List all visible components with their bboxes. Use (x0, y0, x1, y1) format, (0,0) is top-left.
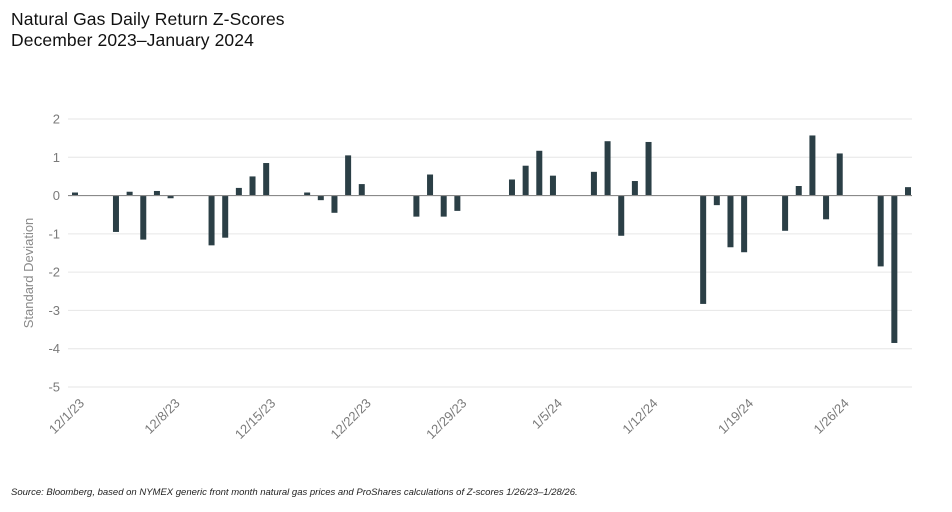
y-tick-label: -1 (48, 226, 60, 241)
bar (741, 195, 748, 253)
bar (590, 171, 597, 196)
y-tick-label: 2 (53, 112, 60, 127)
bar (140, 195, 147, 240)
bar (208, 195, 215, 246)
bar (536, 150, 543, 196)
bar (440, 195, 447, 217)
bar (836, 153, 843, 196)
bar (508, 179, 515, 196)
bar (331, 195, 338, 213)
bar (700, 195, 707, 304)
bar (905, 187, 911, 196)
x-tick-label: 1/19/24 (715, 396, 756, 437)
bar (304, 192, 311, 196)
bar (877, 195, 884, 267)
bar (112, 195, 119, 232)
x-tick-label: 12/29/23 (423, 396, 469, 442)
y-tick-label: 0 (53, 188, 60, 203)
x-tick-label: 1/12/24 (619, 396, 660, 437)
bar (522, 165, 529, 196)
y-tick-label: -3 (48, 303, 60, 318)
y-tick-label: -5 (48, 380, 60, 395)
x-tick-label: 1/26/24 (811, 396, 852, 437)
bar (727, 195, 734, 248)
x-tick-label: 1/5/24 (529, 396, 565, 432)
bar (618, 195, 625, 236)
chart-title-line-1: Natural Gas Daily Return Z-Scores (11, 9, 285, 29)
bar (645, 141, 652, 196)
bar (235, 187, 242, 196)
x-tick-label: 12/22/23 (327, 396, 373, 442)
bar (126, 191, 133, 196)
bar (222, 195, 229, 238)
bar (631, 181, 638, 196)
bar (891, 195, 898, 343)
bar (263, 163, 270, 196)
bar (809, 135, 816, 196)
y-tick-label: 1 (53, 150, 60, 165)
bar (823, 195, 830, 220)
y-axis-label: Standard Deviation (21, 218, 36, 329)
y-tick-label: -4 (48, 341, 60, 356)
bar (713, 195, 720, 206)
bar (427, 174, 434, 196)
x-tick-label: 12/1/23 (46, 396, 87, 437)
x-tick-label: 12/8/23 (141, 396, 182, 437)
bar (454, 195, 461, 211)
bar (358, 184, 365, 196)
bar (249, 176, 256, 196)
bar (153, 190, 160, 196)
bar (795, 186, 802, 196)
source-note: Source: Bloomberg, based on NYMEX generi… (11, 487, 578, 498)
bar (72, 192, 78, 196)
y-tick-label: -2 (48, 265, 60, 280)
bar (345, 155, 352, 196)
bar (782, 195, 789, 231)
bar (167, 195, 174, 199)
x-tick-label: 12/15/23 (232, 396, 278, 442)
bar (317, 195, 324, 201)
bar (413, 195, 420, 217)
bar (604, 141, 611, 196)
bar (549, 175, 556, 196)
chart-title: Natural Gas Daily Return Z-Scores Decemb… (11, 9, 285, 51)
chart-title-line-2: December 2023–January 2024 (11, 30, 254, 50)
